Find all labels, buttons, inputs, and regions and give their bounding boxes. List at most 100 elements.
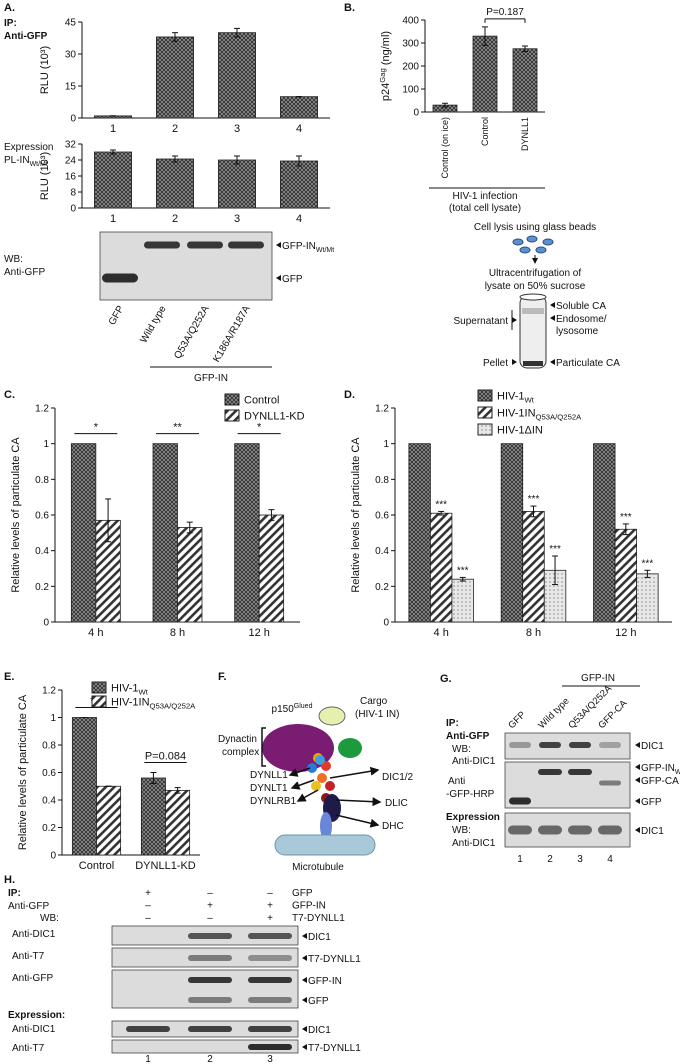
y-tick-label: 200 xyxy=(402,62,419,73)
y-tick-label: 32 xyxy=(65,140,77,151)
band-label: GFP xyxy=(282,274,303,285)
diagram-label: DLIC xyxy=(385,798,408,809)
lane-number: 2 xyxy=(547,854,553,865)
y-tick-label: 0.6 xyxy=(35,511,49,522)
blot-band xyxy=(248,977,292,983)
bar xyxy=(217,159,256,209)
wb-label: WB: xyxy=(4,254,23,265)
wb-label: Anti-DIC1 xyxy=(452,756,496,767)
significance: *** xyxy=(528,494,540,505)
bar xyxy=(408,443,431,623)
wb-label: WB: xyxy=(452,825,471,836)
p150 xyxy=(318,706,346,726)
group-label: GFP-IN xyxy=(581,673,615,684)
label-part: Wt xyxy=(139,688,149,697)
diagram-label: (HIV-1 IN) xyxy=(355,709,399,720)
label-part: HIV-1 xyxy=(111,683,139,695)
tube-pellet xyxy=(523,361,543,366)
bar xyxy=(593,443,616,623)
panel-letter: E. xyxy=(4,671,14,683)
x-tick-label: 4 xyxy=(296,213,302,225)
x-tick-label: 4 xyxy=(296,123,302,135)
band-label: DIC1 xyxy=(308,1025,331,1036)
cell-icon xyxy=(542,238,554,246)
blot-band xyxy=(568,825,592,835)
y-axis-label: Relative levels of particulate CA xyxy=(350,437,362,593)
wb-label: Anti-GFP xyxy=(4,267,45,278)
error-bar xyxy=(438,510,445,516)
y-tick-label: 1 xyxy=(50,713,56,724)
label-part: HIV-1IN xyxy=(111,697,150,709)
y-tick-label: 0.2 xyxy=(35,582,49,593)
bar xyxy=(155,36,194,119)
x-axis-label: HIV-1 infection xyxy=(452,191,517,202)
bar xyxy=(451,578,474,623)
y-tick-label: 15 xyxy=(65,82,77,93)
label-part: Wt/Mt xyxy=(675,769,680,776)
wb-label: WB: xyxy=(40,913,59,924)
blot-band xyxy=(188,933,232,939)
y-tick-label: 0 xyxy=(383,618,389,629)
treatment-mark: – xyxy=(267,888,273,899)
arrowhead xyxy=(276,242,281,248)
treatment-mark: – xyxy=(207,913,213,924)
band-label: T7-DYNLL1 xyxy=(308,954,361,965)
arrowhead xyxy=(302,955,307,961)
blot-band xyxy=(599,742,621,748)
arrowhead xyxy=(635,764,640,770)
diagram-step: lysate on 50% sucrose xyxy=(485,281,586,292)
blot-band xyxy=(569,742,591,748)
x-tick-label: DYNLL1 xyxy=(520,117,530,151)
diagram-label: DYNLRB1 xyxy=(250,796,297,807)
blot-band xyxy=(508,825,532,835)
y-axis-label: Relative levels of particulate CA xyxy=(10,437,22,593)
label-part: p24 xyxy=(380,83,392,101)
diagram-arrow xyxy=(290,779,315,790)
bar xyxy=(155,158,194,209)
light-chain xyxy=(325,781,335,791)
label-part: HIV-1 xyxy=(497,391,525,403)
lane-label: Q53A/Q252A xyxy=(172,304,211,361)
lane-number: 1 xyxy=(145,1054,151,1064)
label-part: HIV-1ΔIN xyxy=(497,425,543,437)
x-tick-label: Control xyxy=(480,117,490,146)
diagram-label: Cargo xyxy=(360,696,388,707)
significance: *** xyxy=(642,558,654,569)
error-bar xyxy=(552,555,559,586)
y-tick-label: 1 xyxy=(383,439,389,450)
blot-band xyxy=(248,933,292,939)
lane-number: 2 xyxy=(207,1054,213,1064)
legend-swatch xyxy=(91,681,107,694)
blot-band xyxy=(228,241,264,249)
arrowhead xyxy=(512,317,517,323)
legend-label: HIV-1INQ53A/Q252A xyxy=(111,697,196,711)
legend-swatch xyxy=(477,406,493,419)
x-tick-label: 4 h xyxy=(88,627,103,639)
panel-letter: G. xyxy=(440,673,452,685)
wb-label: Anti-DIC1 xyxy=(452,838,496,849)
ip-label: Anti-GFP xyxy=(4,31,48,42)
blot-band xyxy=(248,1044,292,1050)
lane-number: 3 xyxy=(267,1054,273,1064)
cell-icon xyxy=(512,238,524,246)
label-part: Wt/Mt xyxy=(316,247,334,254)
error-bar xyxy=(172,32,178,42)
legend-swatch xyxy=(224,393,240,406)
diagram-arrow xyxy=(335,814,380,828)
x-tick-label: 3 xyxy=(234,123,240,135)
diagram-arrow xyxy=(329,766,380,779)
x-tick-label: 1 xyxy=(110,213,116,225)
legend-label: DYNLL1-KD xyxy=(244,411,305,423)
annotation: P=0.187 xyxy=(486,7,524,18)
blot-band xyxy=(188,997,232,1003)
error-bar xyxy=(172,155,178,163)
arrowhead xyxy=(550,359,555,365)
legend-label: Control xyxy=(244,395,279,407)
y-tick-label: 0.2 xyxy=(42,823,56,834)
bracket xyxy=(261,727,266,767)
blot-band xyxy=(188,955,232,961)
y-tick-label: 45 xyxy=(65,18,77,29)
label-part: Q53A/Q252A xyxy=(150,702,197,711)
diagram-label: Dynactin xyxy=(218,734,257,745)
tube-label: Particulate CA xyxy=(556,358,620,369)
